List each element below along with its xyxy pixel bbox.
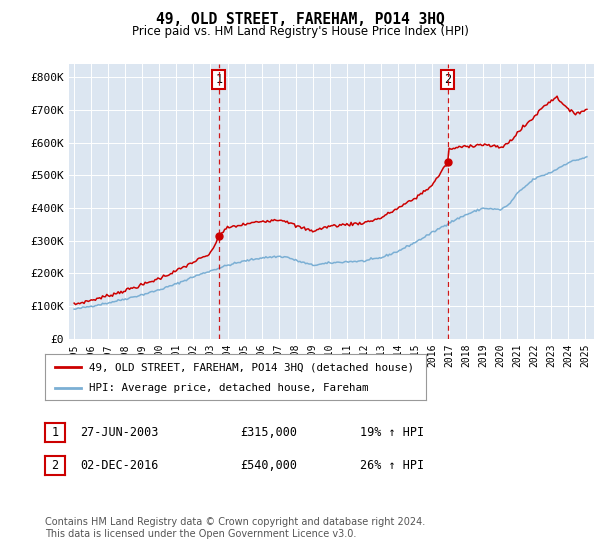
Text: 2: 2 (444, 73, 451, 86)
Text: 19% ↑ HPI: 19% ↑ HPI (360, 426, 424, 439)
Text: Contains HM Land Registry data © Crown copyright and database right 2024.
This d: Contains HM Land Registry data © Crown c… (45, 517, 425, 539)
Text: £540,000: £540,000 (240, 459, 297, 473)
Text: 49, OLD STREET, FAREHAM, PO14 3HQ: 49, OLD STREET, FAREHAM, PO14 3HQ (155, 12, 445, 27)
Text: £315,000: £315,000 (240, 426, 297, 439)
Text: 26% ↑ HPI: 26% ↑ HPI (360, 459, 424, 473)
Text: HPI: Average price, detached house, Fareham: HPI: Average price, detached house, Fare… (89, 384, 368, 394)
Text: 1: 1 (52, 426, 58, 439)
Text: 1: 1 (215, 73, 223, 86)
Text: 2: 2 (52, 459, 58, 473)
Text: 02-DEC-2016: 02-DEC-2016 (80, 459, 158, 473)
Text: 49, OLD STREET, FAREHAM, PO14 3HQ (detached house): 49, OLD STREET, FAREHAM, PO14 3HQ (detac… (89, 362, 414, 372)
Text: 27-JUN-2003: 27-JUN-2003 (80, 426, 158, 439)
Text: Price paid vs. HM Land Registry's House Price Index (HPI): Price paid vs. HM Land Registry's House … (131, 25, 469, 39)
